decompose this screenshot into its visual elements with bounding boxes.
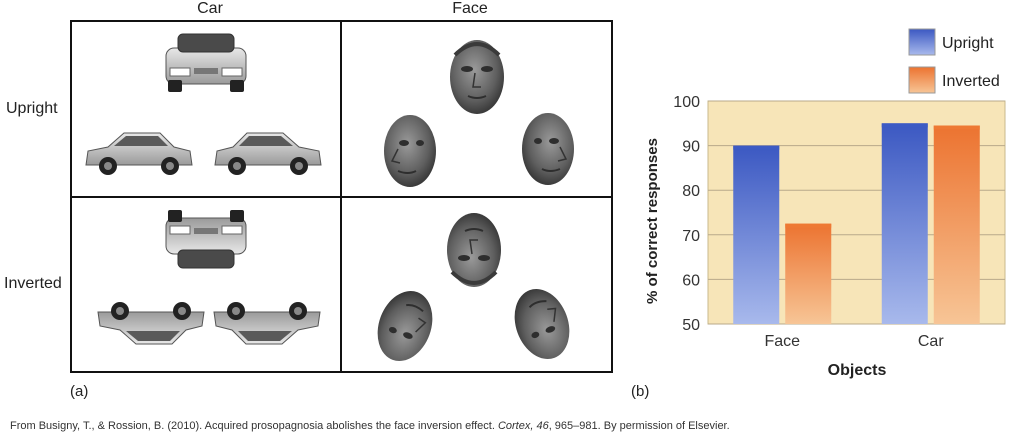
caption-text-before: From Busigny, T., & Rossion, B. (2010). … bbox=[10, 420, 498, 432]
y-tick-label: 100 bbox=[673, 94, 700, 111]
y-tick-label: 50 bbox=[682, 317, 700, 334]
y-axis-label: % of correct responses bbox=[644, 138, 661, 304]
bar-cap bbox=[881, 123, 928, 128]
figure-caption: From Busigny, T., & Rossion, B. (2010). … bbox=[10, 420, 730, 432]
y-tick-label: 80 bbox=[682, 183, 700, 200]
stimulus-images bbox=[85, 33, 580, 370]
row-label-upright: Upright bbox=[6, 100, 58, 117]
legend-swatch-upright bbox=[908, 28, 936, 56]
bar-car-upright bbox=[881, 123, 928, 324]
caption-text-after: , 965–981. By permission of Elsevier. bbox=[548, 420, 730, 432]
column-label-face: Face bbox=[452, 0, 488, 17]
legend-label-upright: Upright bbox=[942, 35, 994, 52]
bar-cap bbox=[933, 125, 980, 130]
bar-face-inverted bbox=[785, 223, 832, 324]
x-axis-label: Objects bbox=[828, 362, 887, 379]
y-tick-label: 90 bbox=[682, 139, 700, 156]
row-label-inverted: Inverted bbox=[4, 275, 62, 292]
y-tick-label: 70 bbox=[682, 228, 700, 245]
bar-cap bbox=[733, 145, 780, 150]
panel-a-tag: (a) bbox=[70, 383, 89, 400]
bar-car-inverted bbox=[933, 125, 980, 324]
stimulus-grid bbox=[70, 20, 613, 373]
legend-label-inverted: Inverted bbox=[942, 73, 1000, 90]
bar-chart: 50 60 70 80 90 100 Face Car Upright Inverted % … bbox=[644, 28, 1006, 379]
caption-journal: Cortex, 46 bbox=[497, 420, 549, 432]
legend-swatch-inverted bbox=[908, 66, 936, 94]
column-label-car: Car bbox=[197, 0, 223, 17]
bar-face-upright bbox=[733, 145, 780, 324]
bar-cap bbox=[785, 223, 832, 228]
grid-divider-horizontal bbox=[72, 196, 611, 198]
panel-b-tag: (b) bbox=[631, 383, 650, 400]
x-tick-label: Face bbox=[764, 333, 800, 350]
x-tick-label: Car bbox=[918, 333, 944, 350]
y-tick-label: 60 bbox=[682, 272, 700, 289]
